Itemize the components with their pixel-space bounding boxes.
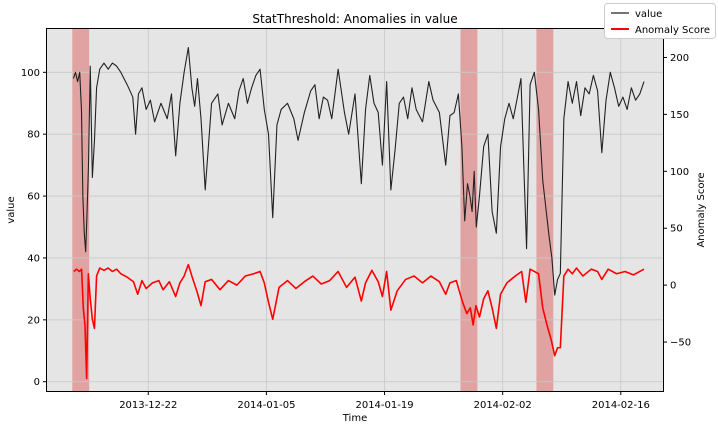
series-line-value [72,47,645,296]
plot-area [46,28,664,392]
y-right-tick-label: −50 [670,338,691,349]
y-axis-right-label: Anomaly Score [696,172,707,247]
left-axis-ticks: 0 20 40 60 80 100 [21,68,47,388]
x-tick-label: 2014-02-16 [592,400,650,411]
y-tick-label: 80 [27,130,40,141]
anomaly-window-1 [72,29,90,391]
y-tick-label: 60 [27,192,40,203]
x-axis-label: Time [342,413,367,424]
x-tick-label: 2014-01-19 [355,400,413,411]
legend-box [604,3,716,39]
anomaly-window-3 [536,29,554,391]
x-tick-label: 2014-02-02 [474,400,532,411]
y-right-tick-label: 50 [670,224,683,235]
legend-label-value: value [635,9,662,20]
y-tick-label: 40 [27,253,40,264]
anomaly-windows [72,29,554,391]
y-tick-label: 100 [21,68,40,79]
y-right-tick-label: 150 [670,110,689,121]
legend: value Anomaly Score [604,3,716,39]
y-right-tick-label: 100 [670,167,689,178]
x-axis-ticks: 2013-12-22 2014-01-05 2014-01-19 2014-02-02… [119,391,650,411]
anomaly-window-2 [460,29,478,391]
x-tick-label: 2013-12-22 [119,400,177,411]
y-axis-label: value [6,196,17,223]
right-axis-ticks: −50 0 50 100 150 200 [663,53,691,349]
y-right-tick-label: 0 [670,281,676,292]
chart-title: StatThreshold: Anomalies in value [252,12,457,26]
series-lines [72,47,645,380]
legend-label-anomaly-score: Anomaly Score [635,25,710,36]
x-tick-label: 2014-01-05 [237,400,295,411]
y-tick-label: 0 [34,377,40,388]
y-right-tick-label: 200 [670,53,689,64]
y-tick-label: 20 [27,315,40,326]
series-line-anomaly-score [73,263,645,380]
